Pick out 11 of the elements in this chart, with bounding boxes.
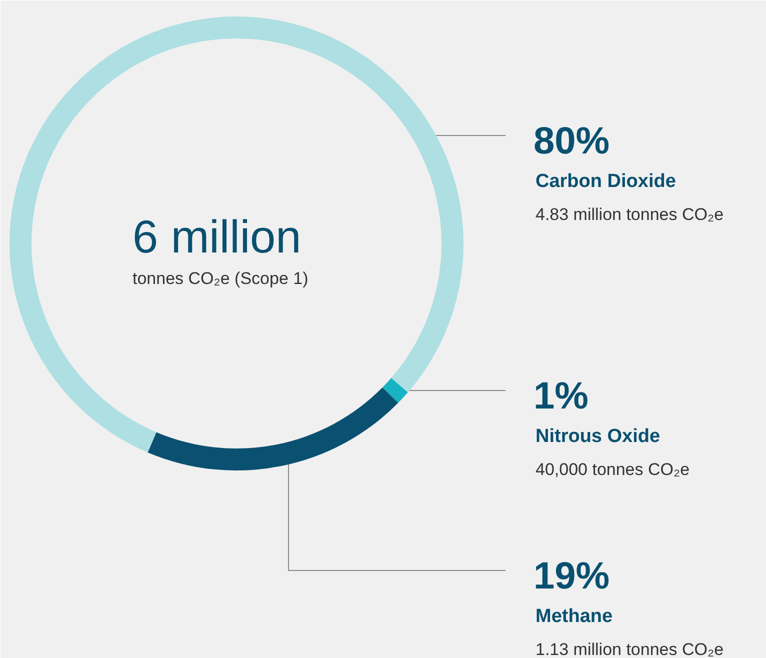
data-label: 80% (534, 120, 610, 162)
text: 4.83 million tonnes CO₂e (536, 205, 724, 224)
text: 6 million (132, 210, 302, 262)
slice-label: Methane (536, 606, 613, 627)
text: 1.13 million tonnes CO₂e (536, 640, 724, 658)
slice-label: Nitrous Oxide (536, 426, 660, 447)
data-label: 1% (534, 376, 588, 418)
slice-label: Carbon Dioxide (536, 171, 676, 192)
data-label: 19% (534, 556, 610, 598)
text: tonnes CO₂e (Scope 1) (132, 269, 308, 288)
text: 40,000 tonnes CO₂e (536, 460, 690, 479)
